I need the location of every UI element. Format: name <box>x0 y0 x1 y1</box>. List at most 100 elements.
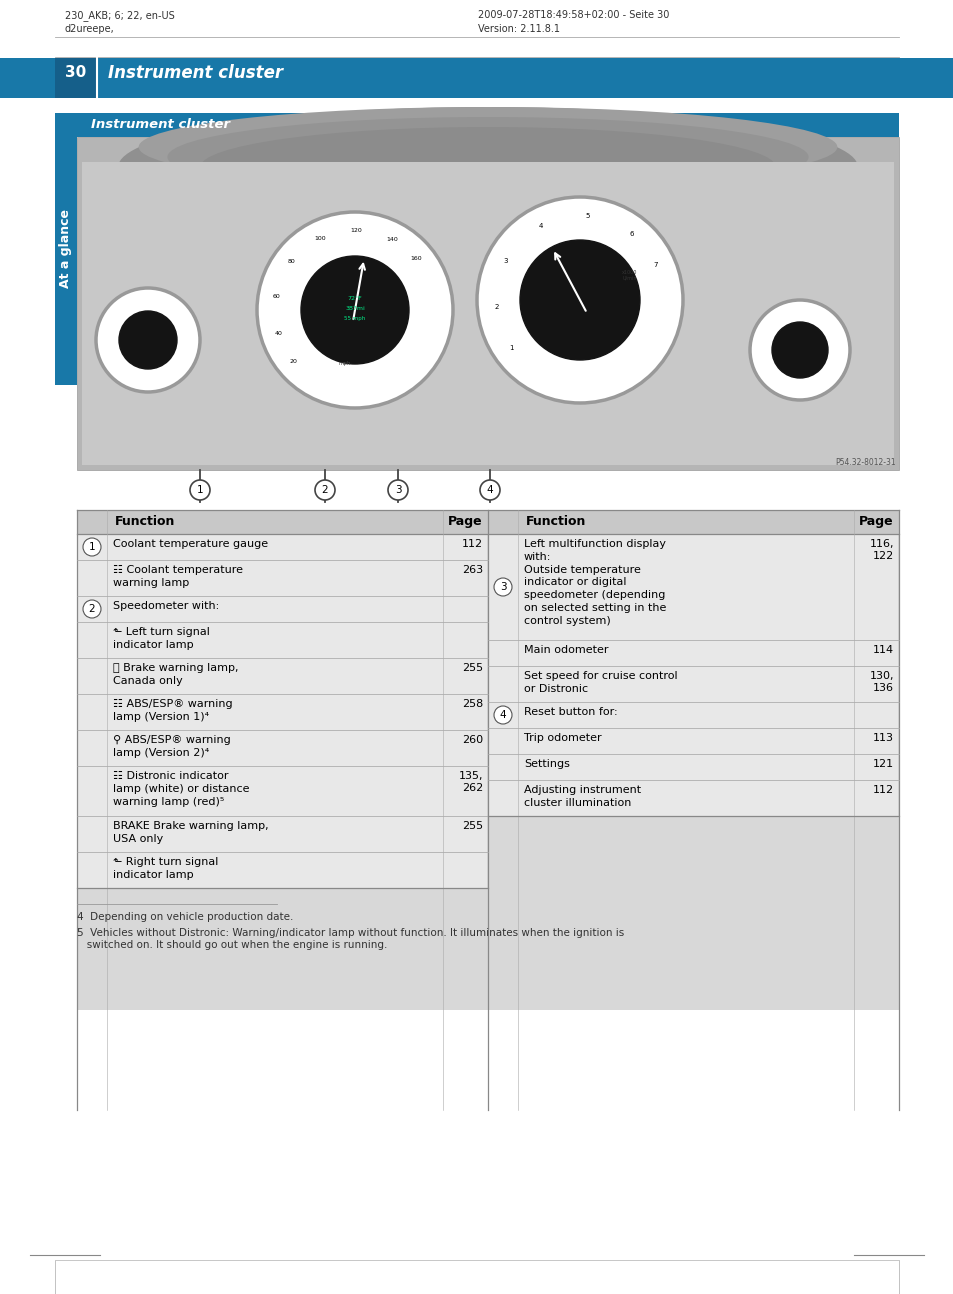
Text: 2: 2 <box>321 485 328 496</box>
Text: 4: 4 <box>499 710 506 719</box>
Text: Adjusting instrument
cluster illumination: Adjusting instrument cluster illuminatio… <box>523 785 640 807</box>
Text: Left multifunction display
with:
Outside temperature
indicator or digital
speedo: Left multifunction display with: Outside… <box>523 540 666 626</box>
Text: Settings: Settings <box>523 760 569 769</box>
Bar <box>77 510 488 1011</box>
Circle shape <box>256 212 453 408</box>
Text: 20: 20 <box>290 358 297 364</box>
Bar <box>82 162 893 465</box>
Text: P54.32-8012-31: P54.32-8012-31 <box>835 458 895 467</box>
Circle shape <box>314 480 335 499</box>
Text: 112: 112 <box>872 785 893 795</box>
Bar <box>488 510 898 534</box>
Text: 4: 4 <box>537 223 542 229</box>
Ellipse shape <box>138 107 837 188</box>
Text: Main odometer: Main odometer <box>523 644 608 655</box>
Text: Instrument cluster: Instrument cluster <box>108 63 283 82</box>
Text: 135,
262: 135, 262 <box>458 771 482 793</box>
Ellipse shape <box>200 127 775 207</box>
Text: 387mi: 387mi <box>345 305 364 311</box>
Text: 140: 140 <box>386 237 398 242</box>
Text: 263: 263 <box>461 565 482 575</box>
Bar <box>78 659 486 694</box>
Bar <box>489 782 897 817</box>
Text: 230_AKB; 6; 22, en-US: 230_AKB; 6; 22, en-US <box>65 10 174 21</box>
Text: x1000
U/min: x1000 U/min <box>621 270 637 281</box>
Text: Page: Page <box>448 515 482 528</box>
Text: 72°F: 72°F <box>347 296 362 302</box>
Text: 114: 114 <box>872 644 893 655</box>
Text: 260: 260 <box>461 735 482 745</box>
Circle shape <box>479 480 499 499</box>
Circle shape <box>749 300 849 400</box>
Text: 160: 160 <box>410 256 421 261</box>
Bar <box>77 510 488 534</box>
Bar <box>489 754 897 780</box>
Bar <box>489 703 897 729</box>
Text: Instrument cluster: Instrument cluster <box>91 118 230 131</box>
Text: Coolant temperature gauge: Coolant temperature gauge <box>112 540 268 549</box>
Text: 2: 2 <box>494 304 498 311</box>
Text: 5  Vehicles without Distronic: Warning/indicator lamp without function. It illum: 5 Vehicles without Distronic: Warning/in… <box>77 928 623 950</box>
Bar <box>77 113 898 137</box>
Text: mph: mph <box>338 361 351 366</box>
Text: 5: 5 <box>584 214 589 219</box>
Circle shape <box>494 578 512 597</box>
Text: 258: 258 <box>461 699 482 709</box>
Text: 4: 4 <box>486 485 493 496</box>
Text: 3: 3 <box>499 582 506 591</box>
Circle shape <box>83 538 101 556</box>
Text: 6: 6 <box>629 230 634 237</box>
Text: 121: 121 <box>872 760 893 769</box>
Text: 55 mph: 55 mph <box>344 316 365 321</box>
Text: ⚲ ABS/ESP® warning
lamp (Version 2)⁴: ⚲ ABS/ESP® warning lamp (Version 2)⁴ <box>112 735 231 758</box>
Text: Trip odometer: Trip odometer <box>523 732 601 743</box>
Bar <box>55 113 77 386</box>
Text: 112: 112 <box>461 540 482 549</box>
Text: Set speed for cruise control
or Distronic: Set speed for cruise control or Distroni… <box>523 672 677 694</box>
Text: Function: Function <box>115 515 175 528</box>
Text: 1: 1 <box>196 485 203 496</box>
Text: 255: 255 <box>461 820 482 831</box>
Text: 3: 3 <box>503 258 508 264</box>
Text: Function: Function <box>525 515 586 528</box>
Text: ☷ ABS/ESP® warning
lamp (Version 1)⁴: ☷ ABS/ESP® warning lamp (Version 1)⁴ <box>112 699 233 722</box>
Circle shape <box>301 256 409 364</box>
Bar <box>78 695 486 730</box>
Text: 255: 255 <box>461 663 482 673</box>
Bar <box>489 666 897 703</box>
Text: d2ureepe,: d2ureepe, <box>65 25 114 34</box>
Text: Speedometer with:: Speedometer with: <box>112 600 219 611</box>
Circle shape <box>771 322 827 378</box>
Text: 4  Depending on vehicle production date.: 4 Depending on vehicle production date. <box>77 912 294 923</box>
Circle shape <box>190 480 210 499</box>
Ellipse shape <box>167 116 808 197</box>
Bar <box>78 817 486 851</box>
Circle shape <box>388 480 408 499</box>
Text: 40: 40 <box>274 331 282 336</box>
Bar <box>78 534 486 560</box>
Text: 113: 113 <box>872 732 893 743</box>
Text: 3: 3 <box>395 485 401 496</box>
Text: ⓘ Brake warning lamp,
Canada only: ⓘ Brake warning lamp, Canada only <box>112 663 238 686</box>
Bar <box>77 137 898 470</box>
Bar <box>489 641 897 666</box>
Text: ☷ Coolant temperature
warning lamp: ☷ Coolant temperature warning lamp <box>112 565 243 587</box>
Text: 80: 80 <box>287 259 294 264</box>
Bar <box>55 1260 898 1294</box>
Circle shape <box>519 239 639 360</box>
Ellipse shape <box>118 107 857 226</box>
Bar <box>78 731 486 766</box>
Bar <box>78 853 486 888</box>
Bar <box>78 622 486 659</box>
Text: ☷ Distronic indicator
lamp (white) or distance
warning lamp (red)⁵: ☷ Distronic indicator lamp (white) or di… <box>112 771 250 806</box>
Text: At a glance: At a glance <box>59 210 72 289</box>
Bar <box>78 767 486 817</box>
Text: 1: 1 <box>89 542 95 553</box>
Bar <box>55 58 97 98</box>
Text: Page: Page <box>859 515 893 528</box>
Text: 30: 30 <box>66 65 87 80</box>
Circle shape <box>83 600 101 619</box>
Text: 116,
122: 116, 122 <box>868 540 893 560</box>
Text: Reset button for:: Reset button for: <box>523 707 617 717</box>
Bar <box>0 58 953 98</box>
